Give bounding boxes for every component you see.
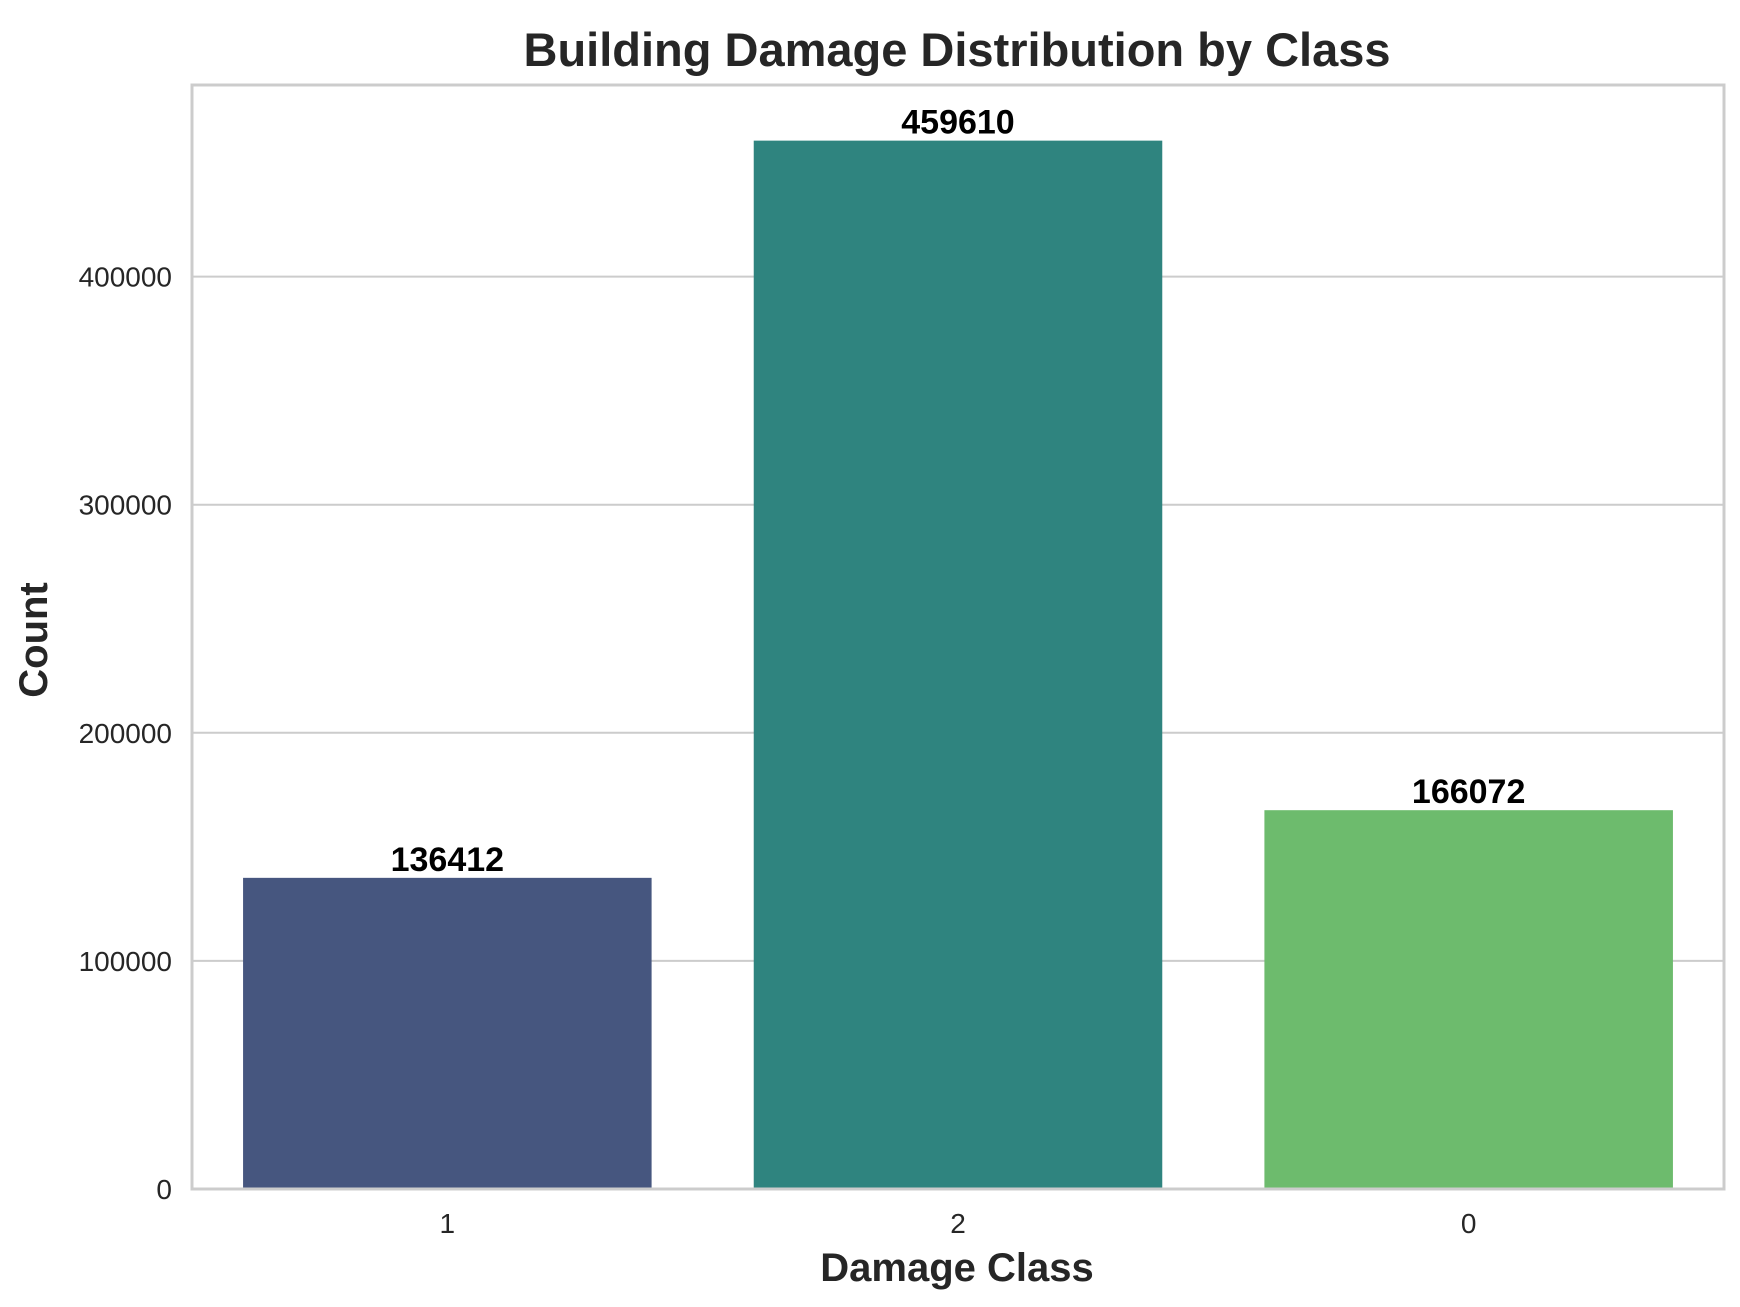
chart-title: Building Damage Distribution by Class <box>524 23 1391 76</box>
y-tick-label: 300000 <box>79 490 172 521</box>
x-axis-ticks: 1 2 0 <box>440 1208 1477 1239</box>
y-tick-label: 100000 <box>79 946 172 977</box>
y-axis-ticks: 0 100000 200000 300000 400000 <box>79 262 172 1205</box>
x-tick-label: 2 <box>950 1208 966 1239</box>
bar-value-label: 166072 <box>1412 773 1525 811</box>
bar-class-0 <box>1264 810 1673 1189</box>
bar-value-label: 459610 <box>901 104 1014 142</box>
bar-value-label: 136412 <box>391 841 504 879</box>
x-tick-label: 1 <box>440 1208 456 1239</box>
y-axis-label: Count <box>12 582 56 698</box>
y-tick-label: 400000 <box>79 262 172 293</box>
bars <box>243 140 1673 1189</box>
x-axis-label: Damage Class <box>820 1246 1093 1290</box>
y-tick-label: 200000 <box>79 718 172 749</box>
x-tick-label: 0 <box>1461 1208 1477 1239</box>
data-labels: 136412 459610 166072 <box>391 104 1526 879</box>
y-tick-label: 0 <box>156 1174 172 1205</box>
bar-class-2 <box>753 140 1163 1189</box>
bar-class-1 <box>243 877 652 1189</box>
plot-frame <box>190 83 1726 1191</box>
